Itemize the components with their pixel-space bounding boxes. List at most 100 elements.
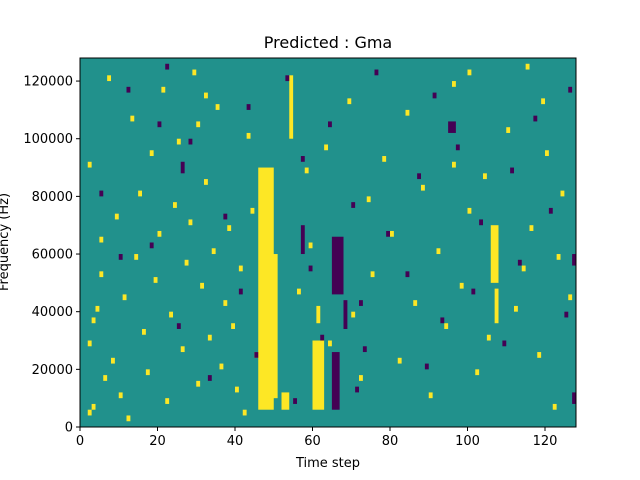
heatmap-cell-high — [219, 363, 224, 370]
heatmap-cell-low — [126, 86, 131, 93]
heatmap-cell-high — [122, 294, 127, 301]
heatmap-cell-high — [145, 369, 150, 376]
x-tick-label: 100 — [455, 434, 480, 449]
heatmap-cell-low — [176, 323, 181, 329]
heatmap-cell-low — [355, 386, 360, 393]
heatmap-cell-low — [510, 167, 515, 174]
heatmap-cell-low — [564, 311, 569, 318]
heatmap-cell-high — [390, 230, 394, 237]
heatmap-cell-low — [328, 121, 332, 128]
heatmap-cell-high — [467, 69, 472, 76]
heatmap-cell-low — [157, 121, 162, 128]
heatmap-cell-high — [231, 323, 236, 329]
heatmap-cell-low — [568, 86, 573, 93]
heatmap-cell-low — [293, 398, 298, 404]
heatmap-cell-high — [149, 150, 154, 157]
y-tick-label: 120000 — [23, 75, 73, 90]
y-tick-label: 80000 — [32, 190, 73, 205]
heatmap-cell-high — [525, 63, 530, 70]
heatmap-cell-high — [316, 305, 321, 324]
heatmap-cell-high — [560, 190, 565, 197]
heatmap-cell-high — [444, 323, 449, 329]
heatmap-cell-high — [483, 173, 487, 180]
heatmap-cell-high — [467, 207, 472, 214]
heatmap-cell-low — [479, 219, 484, 226]
y-tick-label: 40000 — [32, 305, 73, 320]
chart-title: Predicted : Gma — [264, 33, 392, 52]
heatmap-cell-high — [421, 184, 425, 191]
heatmap-cell-high — [514, 305, 518, 312]
x-tick-label: 20 — [149, 434, 166, 449]
heatmap-cell-low — [99, 190, 104, 197]
heatmap-cell-low — [118, 254, 123, 260]
heatmap-background — [80, 58, 576, 427]
heatmap-cell-low — [440, 317, 445, 324]
heatmap-cell-high — [227, 225, 232, 231]
heatmap-cell-high — [552, 403, 557, 410]
heatmap-cell-high — [545, 150, 549, 157]
heatmap-cell-low — [331, 352, 340, 410]
heatmap-cell-high — [370, 271, 375, 278]
y-tick-label: 100000 — [23, 132, 73, 147]
x-tick-label: 120 — [533, 434, 558, 449]
heatmap-cell-high — [161, 86, 166, 93]
heatmap-cell-high — [452, 161, 456, 168]
heatmap-cell-low — [517, 259, 522, 266]
heatmap-cell-high — [153, 277, 158, 283]
heatmap-cell-high — [169, 311, 174, 318]
heatmap-cell-low — [308, 265, 313, 272]
heatmap-cell-low — [331, 236, 344, 295]
heatmap-cell-high — [541, 98, 546, 105]
heatmap-cell-high — [312, 340, 325, 410]
heatmap-cell-high — [324, 144, 329, 151]
heatmap-cell-low — [188, 138, 193, 145]
x-tick-label: 80 — [382, 434, 399, 449]
heatmap-cell-high — [238, 265, 243, 272]
heatmap-cell-high — [366, 196, 371, 203]
heatmap-cells — [80, 58, 577, 427]
heatmap-cell-high — [428, 392, 433, 399]
x-tick-label: 40 — [227, 434, 244, 449]
heatmap-cell-high — [87, 409, 92, 416]
heatmap-cell-high — [103, 375, 108, 381]
heatmap-cell-low — [471, 288, 476, 295]
heatmap-cell-high — [87, 340, 92, 347]
heatmap-cell-low — [238, 288, 243, 295]
heatmap-cell-high — [304, 167, 309, 174]
heatmap-cell-high — [223, 300, 228, 306]
heatmap-cell-high — [475, 369, 480, 376]
heatmap-cell-high — [215, 104, 220, 110]
heatmap-cell-low — [572, 254, 577, 266]
heatmap-cell-high — [308, 242, 313, 249]
heatmap-cell-high — [204, 92, 208, 99]
heatmap-cell-high — [200, 282, 205, 289]
heatmap-cell-high — [91, 403, 96, 410]
heatmap-cell-low — [448, 121, 456, 133]
heatmap-cell-high — [281, 392, 290, 410]
plot-frame — [79, 57, 577, 428]
heatmap-cell-low — [572, 392, 577, 404]
heatmap-cell-high — [130, 115, 135, 122]
heatmap-cell-high — [436, 248, 441, 255]
heatmap-cell-high — [490, 225, 499, 283]
heatmap-cell-low — [223, 213, 228, 220]
heatmap-cell-high — [196, 121, 201, 128]
heatmap-cell-high — [165, 398, 170, 404]
heatmap-cell-high — [134, 254, 139, 260]
heatmap-cell-low — [424, 363, 429, 370]
heatmap-cell-high — [537, 352, 542, 358]
heatmap-cell-low — [455, 144, 460, 151]
heatmap-cell-high — [118, 392, 123, 399]
heatmap-cell-high — [242, 409, 247, 416]
y-tick-label: 0 — [65, 421, 73, 436]
x-axis-label: Time step — [295, 456, 360, 471]
heatmap-cell-high — [459, 282, 464, 289]
heatmap-cell-high — [173, 202, 177, 208]
heatmap-cell-high — [359, 375, 363, 381]
heatmap-cell-high — [87, 161, 92, 168]
heatmap-cell-low — [320, 334, 325, 341]
heatmap-cell-high — [397, 357, 402, 364]
heatmap-cell-high — [413, 300, 418, 306]
heatmap-cell-high — [506, 127, 511, 133]
heatmap-cell-low — [149, 242, 154, 249]
